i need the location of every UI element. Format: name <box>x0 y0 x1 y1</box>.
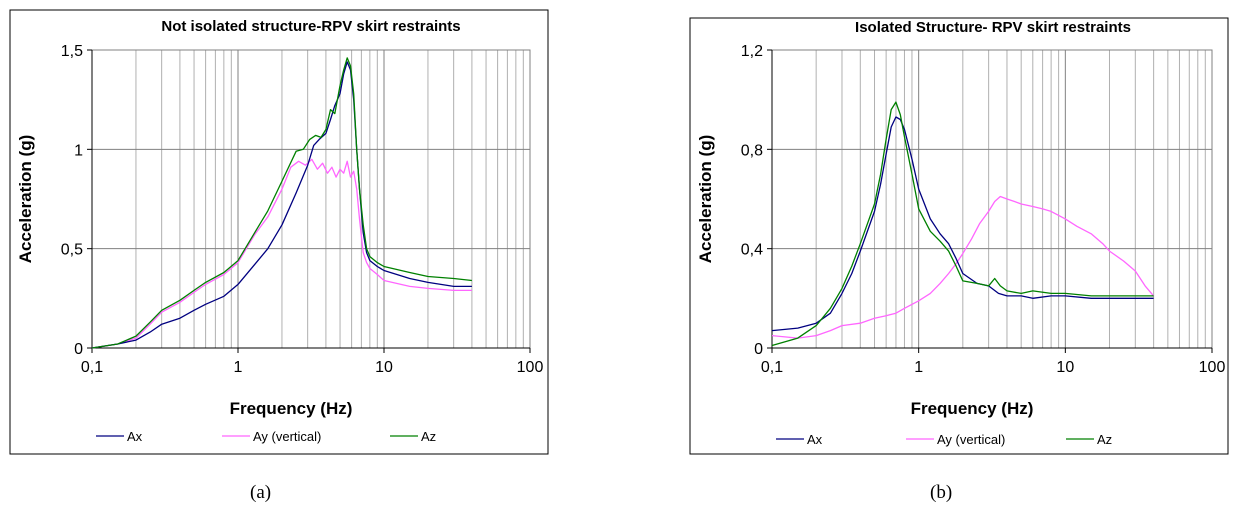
legend-label: Ax <box>807 432 823 447</box>
series-line-az <box>91 57 472 349</box>
legend-label: Az <box>1097 432 1112 447</box>
legend-label: Ay (vertical) <box>253 429 321 444</box>
series-line-ax <box>91 61 472 349</box>
chart-b-svg: Isolated Structure- RPV skirt restraints… <box>689 17 1229 455</box>
x-axis-label: Frequency (Hz) <box>911 399 1034 418</box>
legend-label: Ay (vertical) <box>937 432 1005 447</box>
chart-title: Not isolated structure-RPV skirt restrai… <box>161 18 460 35</box>
series-line-ay <box>771 195 1155 339</box>
legend-label: Ax <box>127 429 143 444</box>
chart-frame <box>689 17 1229 455</box>
y-tick-label: 0,8 <box>741 142 763 159</box>
y-axis-label: Acceleration (g) <box>696 135 715 263</box>
series-line-ay <box>91 158 472 349</box>
chart-a-svg: Not isolated structure-RPV skirt restrai… <box>9 9 549 455</box>
series-line-az <box>771 101 1154 347</box>
x-tick-label: 1 <box>914 359 923 376</box>
chart-frame <box>9 9 549 455</box>
x-tick-label: 100 <box>1199 359 1226 376</box>
y-tick-label: 0,5 <box>61 242 83 259</box>
y-tick-label: 0 <box>754 341 763 358</box>
x-tick-label: 100 <box>517 359 544 376</box>
x-tick-label: 10 <box>1056 359 1074 376</box>
x-axis-label: Frequency (Hz) <box>230 399 353 418</box>
x-tick-label: 10 <box>375 359 393 376</box>
caption-a: (a) <box>250 482 272 503</box>
y-axis-label: Acceleration (g) <box>16 135 35 263</box>
y-tick-label: 1,5 <box>61 43 83 60</box>
y-tick-label: 0,4 <box>741 242 763 259</box>
y-tick-label: 0 <box>74 341 83 358</box>
chart-title: Isolated Structure- RPV skirt restraints <box>855 19 1131 36</box>
series-line-ax <box>771 116 1154 332</box>
y-tick-label: 1,2 <box>741 43 763 60</box>
chart-panel-a: Not isolated structure-RPV skirt restrai… <box>0 0 560 513</box>
x-tick-label: 0,1 <box>761 359 783 376</box>
x-tick-label: 1 <box>234 359 243 376</box>
x-tick-label: 0,1 <box>81 359 103 376</box>
legend-label: Az <box>421 429 436 444</box>
caption-b: (b) <box>930 482 953 503</box>
y-tick-label: 1 <box>74 142 83 159</box>
chart-panel-b: Isolated Structure- RPV skirt restraints… <box>680 0 1234 513</box>
